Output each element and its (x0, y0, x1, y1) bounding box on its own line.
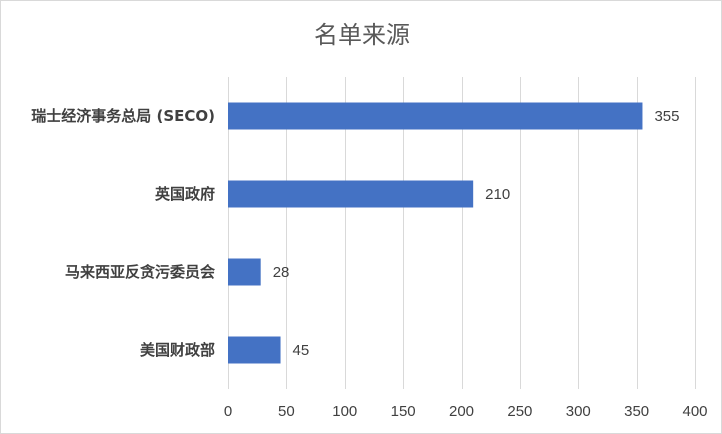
x-tick-label: 200 (449, 403, 474, 420)
x-tick-label: 100 (332, 403, 357, 420)
chart-title: 名单来源 (314, 21, 410, 49)
x-tick-label: 300 (566, 403, 591, 420)
x-tick-label: 400 (682, 403, 707, 420)
category-label: 美国财政部 (140, 341, 215, 359)
x-tick-label: 150 (391, 403, 416, 420)
bar (228, 336, 281, 364)
data-label: 355 (654, 108, 679, 125)
x-tick-label: 50 (278, 403, 295, 420)
bar (228, 180, 474, 208)
bar (228, 258, 261, 286)
x-tick-label: 0 (224, 403, 232, 420)
bars (228, 102, 643, 364)
x-tick-label: 250 (507, 403, 532, 420)
data-label: 45 (293, 342, 310, 359)
category-label: 英国政府 (155, 185, 215, 203)
bar (228, 102, 643, 130)
category-label: 马来西亚反贪污委员会 (65, 263, 215, 281)
x-tick-label: 350 (624, 403, 649, 420)
category-label: 瑞士经济事务总局 (SECO) (31, 107, 215, 125)
labels: 0 50 100 150 200 250 300 350 400 瑞士经济事务总局 (SECO) 3… (31, 107, 707, 420)
data-label: 210 (485, 186, 510, 203)
data-label: 28 (273, 264, 290, 281)
